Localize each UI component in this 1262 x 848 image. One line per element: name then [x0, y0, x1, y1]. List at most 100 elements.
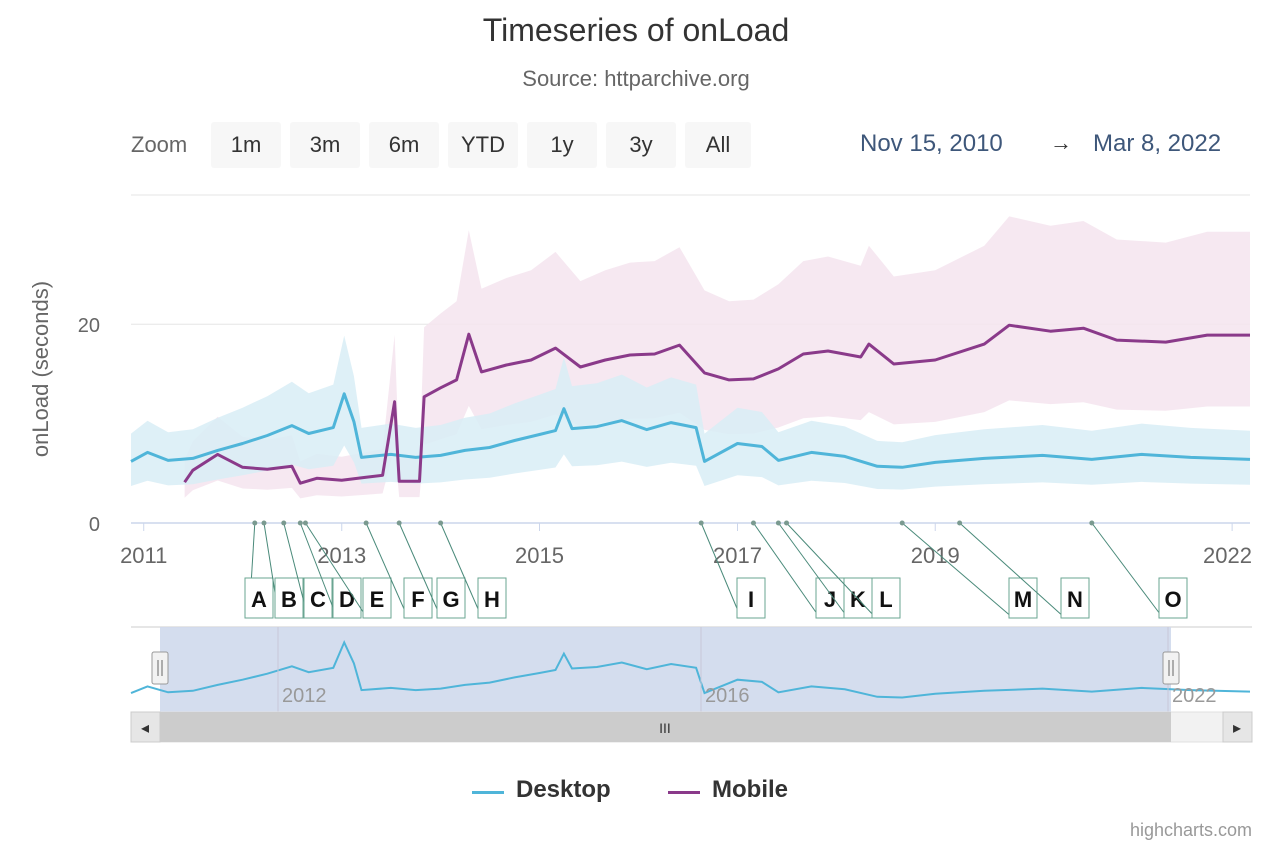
flag-anchor-dot	[438, 520, 444, 526]
flag-anchor-dot	[363, 520, 369, 526]
flag-connector	[753, 522, 821, 619]
y-axis-title: onLoad (seconds)	[28, 281, 53, 457]
flag-label: H	[484, 587, 500, 612]
zoom-3y-button[interactable]: 3y	[606, 122, 676, 168]
flag-d[interactable]: D	[297, 520, 362, 619]
flag-label: C	[310, 587, 326, 612]
flag-box	[871, 577, 901, 619]
flag-box	[815, 577, 845, 619]
flag-label: E	[370, 587, 385, 612]
flag-b[interactable]: B	[261, 520, 304, 619]
flag-box	[1158, 577, 1188, 619]
scrollbar-grip: III	[659, 720, 671, 736]
legend-swatch-mobile	[668, 791, 700, 794]
flag-connector	[901, 522, 1014, 619]
flag-connector	[786, 522, 877, 619]
navigator-label: 2016	[705, 685, 750, 707]
zoom-ytd-button[interactable]: YTD	[448, 122, 518, 168]
flag-anchor-dot	[698, 520, 704, 526]
navigator-handle-left[interactable]	[151, 651, 169, 685]
zoom-1m-button[interactable]: 1m	[211, 122, 281, 168]
flag-o[interactable]: O	[1089, 520, 1188, 619]
flag-box	[1060, 577, 1090, 619]
credits-link[interactable]: highcharts.com	[1129, 820, 1252, 840]
flag-label: F	[411, 587, 424, 612]
navigator-label: 2012	[282, 685, 327, 707]
x-tick-label: 2017	[713, 543, 762, 568]
scrollbar-thumb[interactable]	[160, 712, 1171, 742]
navigator-label: 2022	[1172, 685, 1217, 707]
x-tick-label: 2013	[317, 543, 366, 568]
navigator-series	[130, 639, 1251, 699]
range-from-input[interactable]: Nov 15, 2010	[860, 130, 1003, 157]
flag-box	[843, 577, 873, 619]
navigator[interactable]: 2012 2016 2022 III ◂ ▸	[130, 626, 1253, 743]
flag-e[interactable]: E	[302, 520, 392, 619]
scroll-right-button[interactable]	[1222, 711, 1253, 743]
legend-label-desktop: Desktop	[516, 776, 611, 803]
flag-g[interactable]: G	[396, 520, 466, 619]
flag-box	[736, 577, 766, 619]
flag-m[interactable]: M	[899, 520, 1038, 619]
x-tick-label: 2015	[515, 543, 564, 568]
flag-l[interactable]: L	[784, 520, 901, 619]
flag-a[interactable]: A	[244, 520, 274, 619]
flag-connector	[777, 522, 849, 619]
x-tick-label: 2022	[1203, 543, 1252, 568]
legend-swatch-desktop	[472, 791, 504, 794]
flag-box	[362, 577, 392, 619]
flag-connector	[1091, 522, 1164, 619]
flag-k[interactable]: K	[775, 520, 873, 619]
flag-box	[332, 577, 362, 619]
flag-anchor-dot	[261, 520, 267, 526]
flag-f[interactable]: F	[363, 520, 433, 619]
x-tick-label: 2011	[120, 543, 167, 568]
flag-anchor-dot	[775, 520, 781, 526]
flag-h[interactable]: H	[438, 520, 507, 619]
flag-anchor-dot	[252, 520, 258, 526]
flag-label: I	[748, 587, 754, 612]
flag-label: A	[251, 587, 267, 612]
flag-anchor-dot	[302, 520, 308, 526]
flag-connector	[959, 522, 1066, 619]
flag-connector	[365, 522, 409, 619]
flag-connector	[700, 522, 742, 619]
chart-subtitle: Source: httparchive.org	[522, 66, 750, 91]
plot-area: 0 20 onLoad (seconds) 2011 2013 2015 2017 2019 2…	[28, 194, 1252, 619]
flag-i[interactable]: I	[698, 520, 766, 619]
flag-box	[244, 577, 274, 619]
scroll-left-button[interactable]	[130, 711, 161, 743]
flag-connector	[440, 522, 483, 619]
flag-anchor-dot	[1089, 520, 1095, 526]
flag-anchor-dot	[899, 520, 905, 526]
scroll-right-icon: ▸	[1233, 718, 1241, 737]
flag-box	[477, 577, 507, 619]
flag-box	[403, 577, 433, 619]
flag-box	[274, 577, 304, 619]
zoom-all-button[interactable]: All	[685, 122, 751, 168]
flag-label: M	[1014, 587, 1032, 612]
y-tick-label: 0	[89, 514, 100, 536]
zoom-6m-button[interactable]: 6m	[369, 122, 439, 168]
flag-connector	[398, 522, 442, 619]
flag-anchor-dot	[396, 520, 402, 526]
flag-connector	[305, 522, 368, 619]
flag-j[interactable]: J	[750, 520, 845, 619]
zoom-1y-button[interactable]: 1y	[527, 122, 597, 168]
flag-label: O	[1164, 587, 1181, 612]
chart-title: Timeseries of onLoad	[482, 12, 790, 48]
flag-label: G	[442, 587, 459, 612]
flag-anchor-dot	[784, 520, 790, 526]
flag-label: B	[281, 587, 297, 612]
zoom-3m-button[interactable]: 3m	[290, 122, 360, 168]
desktop-range-band	[131, 335, 1250, 490]
flag-box	[303, 577, 333, 619]
flag-anchor-dot	[750, 520, 756, 526]
flag-n[interactable]: N	[957, 520, 1090, 619]
navigator-handle-right[interactable]	[1162, 651, 1180, 685]
range-arrow: →	[1050, 130, 1072, 155]
flag-label: L	[879, 587, 892, 612]
flag-c[interactable]: C	[281, 520, 333, 619]
range-to-input[interactable]: Mar 8, 2022	[1093, 130, 1222, 157]
